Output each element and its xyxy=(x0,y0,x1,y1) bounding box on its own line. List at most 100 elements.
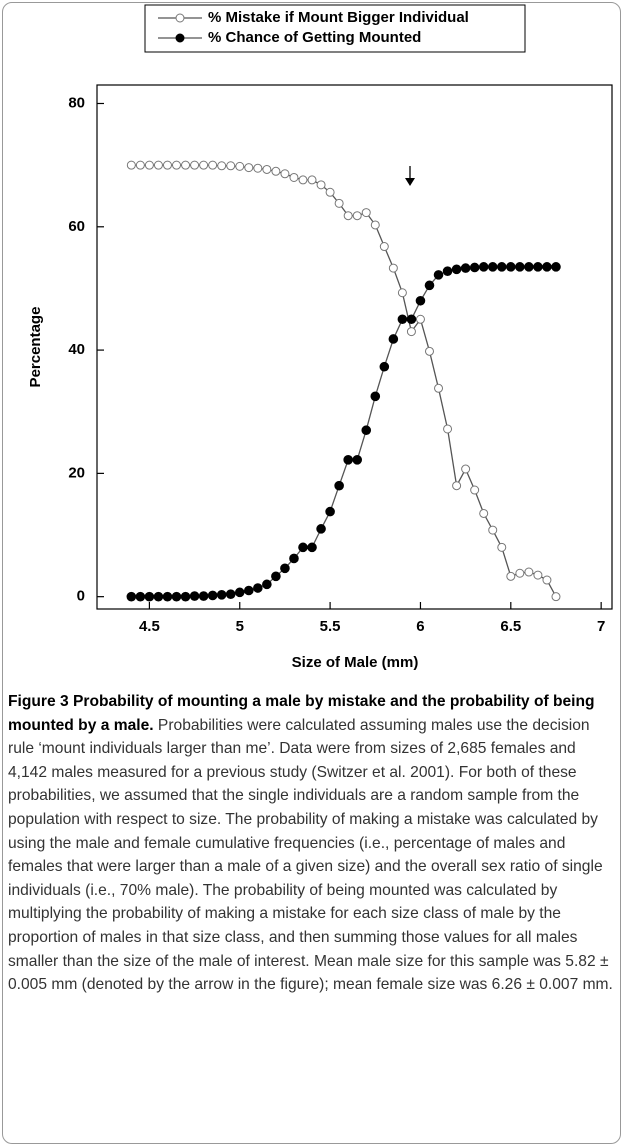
data-point xyxy=(506,262,516,272)
data-point xyxy=(397,288,407,298)
data-point xyxy=(126,591,137,602)
y-tick-label: 0 xyxy=(77,588,85,605)
data-point xyxy=(379,242,389,252)
data-point xyxy=(451,264,462,275)
data-point xyxy=(208,160,218,170)
caption-title: Figure 3 Probability of mounting a male … xyxy=(8,693,595,734)
data-point xyxy=(189,591,200,601)
x-tick-label: 4.5 xyxy=(139,618,160,635)
data-point xyxy=(253,163,263,173)
data-point xyxy=(479,508,489,518)
data-point xyxy=(153,591,164,602)
data-point xyxy=(506,571,516,581)
y-axis-label: Percentage xyxy=(27,307,44,388)
data-point xyxy=(470,485,480,495)
data-point xyxy=(162,591,173,602)
data-point xyxy=(126,160,136,170)
data-point xyxy=(433,270,444,280)
data-point xyxy=(424,346,434,356)
data-point xyxy=(316,180,326,190)
data-point xyxy=(135,160,145,170)
data-point xyxy=(542,262,552,272)
data-point xyxy=(280,169,290,179)
data-point xyxy=(452,481,462,491)
data-point xyxy=(207,590,218,601)
data-point xyxy=(515,568,525,578)
data-point xyxy=(334,480,344,491)
data-point xyxy=(153,160,163,170)
data-point xyxy=(135,591,146,602)
legend-label: % Chance of Getting Mounted xyxy=(208,29,421,46)
data-point xyxy=(488,525,498,535)
data-point xyxy=(144,160,154,170)
legend-label: % Mistake if Mount Bigger Individual xyxy=(208,9,469,26)
data-point xyxy=(415,314,425,324)
data-point xyxy=(434,383,444,393)
data-point xyxy=(542,575,552,585)
data-point xyxy=(234,587,245,598)
data-point xyxy=(162,160,172,170)
data-point xyxy=(307,175,317,185)
data-point xyxy=(172,160,182,170)
data-point xyxy=(379,361,390,372)
data-point xyxy=(289,553,299,564)
data-point xyxy=(352,455,363,465)
data-point xyxy=(199,160,209,170)
x-tick-label: 6 xyxy=(416,618,424,635)
data-point xyxy=(478,262,489,272)
data-point xyxy=(551,262,561,272)
data-point xyxy=(551,592,561,602)
data-point xyxy=(343,455,353,465)
data-point xyxy=(190,160,200,170)
data-point xyxy=(406,327,416,337)
data-point xyxy=(461,464,471,474)
data-point xyxy=(271,166,281,176)
data-point xyxy=(370,220,380,230)
data-point xyxy=(487,262,498,272)
data-point xyxy=(226,161,236,171)
data-point xyxy=(280,563,290,574)
data-point xyxy=(216,590,227,600)
data-point xyxy=(180,591,191,602)
data-point xyxy=(469,262,480,273)
y-tick-label: 40 xyxy=(68,341,85,358)
data-point xyxy=(325,187,335,197)
data-point xyxy=(496,262,507,272)
data-point xyxy=(388,263,398,273)
data-point xyxy=(298,542,308,553)
data-point xyxy=(325,506,335,517)
data-point xyxy=(343,211,353,221)
data-point xyxy=(460,263,471,273)
data-point xyxy=(171,591,182,602)
x-tick-label: 7 xyxy=(597,618,605,635)
data-point xyxy=(144,591,155,602)
data-point xyxy=(533,570,543,580)
plot-frame xyxy=(96,84,613,610)
data-point xyxy=(262,164,272,174)
data-point xyxy=(415,295,426,306)
data-point xyxy=(515,262,525,272)
y-tick-label: 80 xyxy=(68,94,85,111)
data-point xyxy=(289,172,299,182)
data-point xyxy=(262,579,272,590)
data-point xyxy=(361,208,371,218)
data-point xyxy=(253,583,263,593)
y-tick-label: 60 xyxy=(68,218,85,235)
legend-marker xyxy=(175,33,185,43)
data-point xyxy=(361,425,372,436)
data-point xyxy=(442,266,453,276)
data-point xyxy=(370,391,381,402)
data-point xyxy=(243,585,254,596)
data-point xyxy=(217,161,227,171)
data-point xyxy=(397,314,408,325)
x-tick-label: 5.5 xyxy=(320,618,341,635)
data-point xyxy=(181,160,191,170)
y-tick-label: 20 xyxy=(68,464,85,481)
series-line xyxy=(131,266,556,598)
data-point xyxy=(298,175,308,185)
caption-text: Probabilities were calculated assuming m… xyxy=(8,716,613,994)
data-point xyxy=(497,542,507,552)
data-point xyxy=(352,211,362,221)
